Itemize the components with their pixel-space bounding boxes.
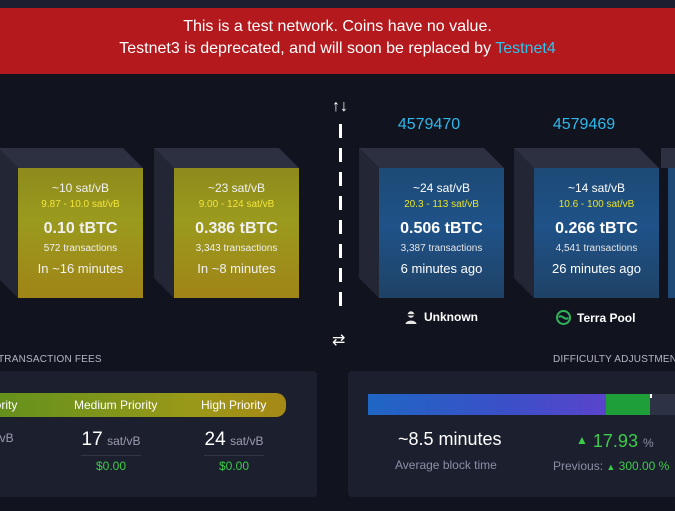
block-tx-count: 3,343 transactions (195, 243, 278, 254)
fee-unit: sat/vB (230, 434, 264, 448)
block-front-face: ~23 sat/vB 9.00 - 124 sat/vB 0.386 tBTC … (174, 168, 299, 298)
block-side-face (359, 148, 379, 298)
block-tx-count: 4,541 transactions (555, 243, 638, 254)
average-block-time: ~8.5 minutes (398, 429, 502, 449)
block-top-face (359, 148, 504, 168)
high-priority-fee: 24 sat/vB $0.00 (189, 429, 279, 473)
fee-value: 17 (81, 429, 103, 450)
high-priority-label: High Priority (201, 398, 267, 412)
block-fee-range: 10.6 - 100 sat/vB (558, 199, 635, 210)
block-pool-terra[interactable]: Terra Pool (556, 310, 635, 325)
block-median-fee: ~14 sat/vB (567, 181, 626, 195)
block-side-face (154, 148, 174, 298)
difficulty-change: ▲ 17.93 % (576, 431, 654, 452)
toggle-direction-icon[interactable]: ⇄ (332, 332, 346, 349)
fee-unit: /vB (0, 431, 14, 445)
banner-line-2-text: Testnet3 is deprecated, and will soon be… (119, 40, 496, 57)
block-size: 0.506 tBTC (400, 220, 483, 237)
up-arrow-icon: ▲ (606, 462, 616, 472)
mined-block-2[interactable]: ~14 sat/vB 10.6 - 100 sat/vB 0.266 tBTC … (514, 148, 659, 298)
difficulty-change-unit: % (642, 436, 654, 450)
up-arrow-icon: ▲ (576, 433, 588, 447)
mempool-block-2[interactable]: ~23 sat/vB 9.00 - 124 sat/vB 0.386 tBTC … (154, 148, 299, 298)
previous-change-value: 300.00 % (618, 459, 670, 473)
pool-name: Unknown (424, 310, 478, 324)
block-median-fee: ~24 sat/vB (412, 181, 471, 195)
block-median-fee: ~10 sat/vB (51, 181, 110, 195)
block-height-link[interactable]: 4579470 (397, 116, 461, 133)
testnet-warning-banner: This is a test network. Coins have no va… (0, 8, 675, 74)
testnet4-link[interactable]: Testnet4 (495, 40, 556, 57)
banner-line-1: This is a test network. Coins have no va… (183, 18, 492, 35)
block-eta: In ~8 minutes (197, 261, 276, 276)
block-side-face (514, 148, 534, 298)
difficulty-progress-bar (368, 394, 675, 415)
block-height-link[interactable]: 4579469 (552, 116, 616, 133)
difficulty-change-value: 17.93 (592, 431, 638, 451)
low-priority-fee: /vB 0 (0, 429, 50, 469)
medium-priority-label: Medium Priority (74, 398, 158, 412)
block-front-face: ~10 sat/vB 9.87 - 10.0 sat/vB 0.10 tBTC … (18, 168, 143, 298)
block-fee-range: 9.00 - 124 sat/vB (198, 199, 275, 210)
previous-label: Previous: (553, 459, 604, 473)
transaction-fees-panel: riority Medium Priority High Priority /v… (0, 371, 317, 497)
low-priority-label: riority (0, 398, 18, 412)
difficulty-adjustment-title: DIFFICULTY ADJUSTMENT (553, 354, 675, 365)
block-top-face (154, 148, 299, 168)
mempool-block-1[interactable]: ~10 sat/vB 9.87 - 10.0 sat/vB 0.10 tBTC … (0, 148, 143, 298)
swap-direction-icon[interactable]: ↑↓ (332, 98, 348, 115)
average-block-time-label: Average block time (395, 458, 497, 472)
block-size: 0.10 tBTC (43, 220, 118, 237)
previous-difficulty-change: Previous: ▲ 300.00 % (553, 459, 669, 473)
pool-name: Terra Pool (577, 310, 636, 325)
block-size: 0.386 tBTC (195, 220, 278, 237)
mined-block-3-top (661, 148, 675, 168)
mined-block-1[interactable]: ~24 sat/vB 20.3 - 113 sat/vB 0.506 tBTC … (359, 148, 504, 298)
transaction-fees-title: TRANSACTION FEES (0, 354, 102, 365)
fee-usd: $0.00 (81, 455, 141, 473)
progress-tick-marker (649, 394, 652, 398)
block-mined-time: 26 minutes ago (552, 261, 641, 276)
fee-value: 24 (204, 429, 226, 450)
fee-usd: $0.00 (204, 455, 264, 473)
block-tx-count: 572 transactions (43, 243, 118, 254)
block-top-face (0, 148, 143, 168)
terra-pool-icon (556, 310, 571, 325)
difficulty-adjustment-panel: ~8.5 minutes Average block time ▲ 17.93 … (348, 371, 675, 497)
top-header-strip (0, 0, 675, 8)
block-tx-count: 3,387 transactions (400, 243, 483, 254)
block-fee-range: 20.3 - 113 sat/vB (404, 199, 479, 210)
block-side-face (0, 148, 18, 298)
block-eta: In ~16 minutes (37, 261, 124, 276)
block-median-fee: ~23 sat/vB (207, 181, 266, 195)
mempool-chain-divider (339, 124, 342, 312)
blockchain-blocks: ~10 sat/vB 9.87 - 10.0 sat/vB 0.10 tBTC … (0, 74, 675, 352)
anonymous-miner-icon (405, 311, 417, 324)
block-top-face (514, 148, 659, 168)
progress-blue-segment (368, 394, 607, 415)
medium-priority-fee: 17 sat/vB $0.00 (66, 429, 156, 473)
block-pool-unknown[interactable]: Unknown (404, 310, 478, 324)
progress-green-segment (606, 394, 650, 415)
fee-unit: sat/vB (107, 434, 141, 448)
block-fee-range: 9.87 - 10.0 sat/vB (41, 199, 120, 210)
block-size: 0.266 tBTC (555, 220, 638, 237)
block-front-face: ~24 sat/vB 20.3 - 113 sat/vB 0.506 tBTC … (379, 168, 504, 298)
fee-priority-bar: riority Medium Priority High Priority (0, 393, 286, 417)
block-mined-time: 6 minutes ago (400, 261, 483, 276)
mined-block-3-edge[interactable] (668, 168, 675, 298)
banner-line-2: Testnet3 is deprecated, and will soon be… (0, 38, 675, 60)
block-front-face: ~14 sat/vB 10.6 - 100 sat/vB 0.266 tBTC … (534, 168, 659, 298)
